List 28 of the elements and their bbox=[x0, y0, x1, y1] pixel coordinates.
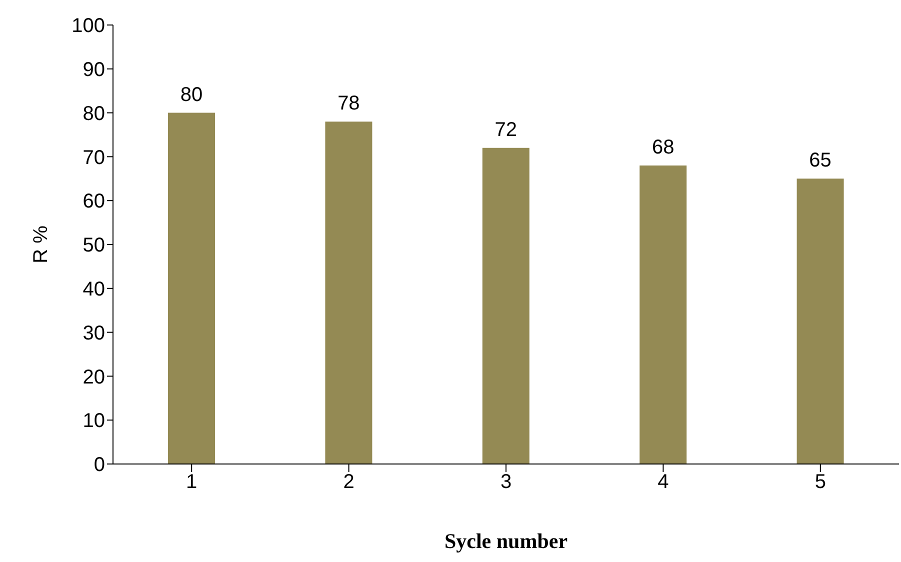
x-tick-label: 2 bbox=[343, 471, 354, 494]
y-tick-label: 60 bbox=[82, 190, 105, 213]
data-label: 65 bbox=[809, 150, 832, 172]
bar bbox=[482, 148, 530, 464]
y-tick-label: 80 bbox=[82, 102, 105, 125]
data-label: 72 bbox=[494, 118, 518, 141]
bar bbox=[796, 178, 844, 464]
y-tick-label: 40 bbox=[82, 278, 105, 300]
y-tick-label: 0 bbox=[94, 454, 105, 476]
y-tick-label: 50 bbox=[82, 234, 105, 257]
y-tick-label: 30 bbox=[82, 322, 105, 344]
x-tick-label: 4 bbox=[658, 471, 669, 494]
data-label: 80 bbox=[180, 84, 203, 106]
data-label: 68 bbox=[652, 136, 674, 158]
y-tick-label: 100 bbox=[72, 15, 105, 38]
x-tick-label: 1 bbox=[186, 471, 198, 494]
x-axis-title: Sycle number bbox=[444, 529, 568, 553]
x-tick-label: 5 bbox=[814, 471, 826, 494]
bar bbox=[640, 165, 687, 464]
y-tick-label: 70 bbox=[82, 146, 105, 169]
y-axis-title: R % bbox=[30, 225, 52, 264]
y-tick-label: 20 bbox=[82, 366, 105, 388]
data-label: 78 bbox=[338, 92, 360, 115]
y-tick-label: 90 bbox=[82, 59, 105, 81]
x-tick-label: 3 bbox=[500, 471, 512, 494]
y-tick-label: 10 bbox=[82, 410, 105, 432]
bar bbox=[325, 122, 372, 464]
bar bbox=[168, 112, 215, 464]
